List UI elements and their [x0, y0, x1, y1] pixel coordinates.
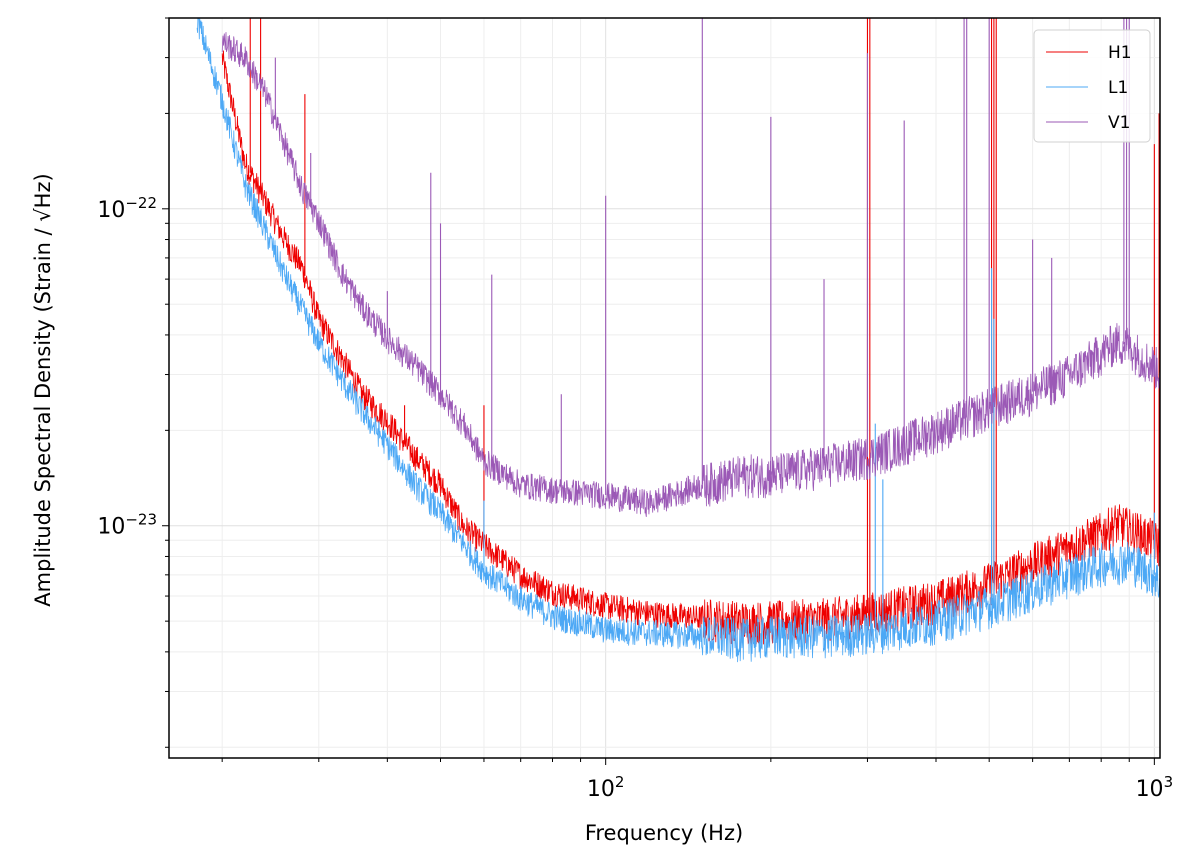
x-tick-label: 102: [587, 773, 625, 802]
legend-box: [1033, 29, 1151, 143]
y-tick-label: 10−23: [97, 511, 157, 540]
series-v1: [221, 18, 1160, 517]
series-l1: [196, 18, 1160, 663]
legend-label: H1: [1108, 43, 1132, 63]
h1-trace: [221, 50, 1160, 646]
y-tick-label: 10−22: [97, 194, 157, 223]
x-tick-label: 103: [1136, 773, 1174, 802]
y-axis-label: Amplitude Spectral Density (Strain / √Hz…: [31, 173, 55, 606]
v1-trace: [221, 32, 1160, 517]
series-h1: [221, 18, 1160, 646]
l1-trace: [196, 18, 1160, 663]
x-axis-label: Frequency (Hz): [585, 821, 743, 845]
plot-frame: [168, 17, 1161, 759]
axes: 102 103 10−23 10−22: [97, 17, 1174, 802]
plot-area: [196, 18, 1160, 663]
legend-label: L1: [1108, 78, 1128, 98]
legend-label: V1: [1108, 113, 1130, 133]
legend: H1 L1 V1: [1033, 29, 1151, 143]
